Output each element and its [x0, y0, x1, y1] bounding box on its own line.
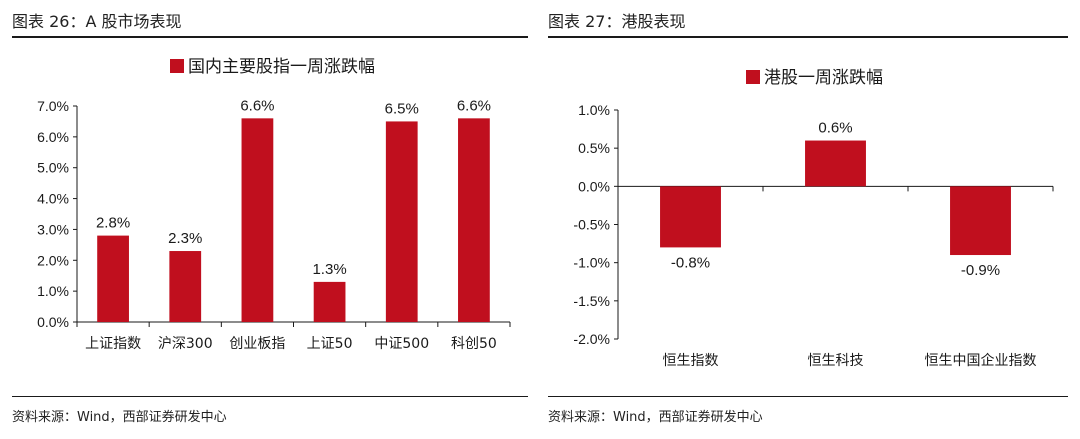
y-tick-label: -2.0%: [573, 331, 610, 347]
source-note: 资料来源：Wind，西部证券研发中心: [12, 410, 227, 425]
hk-stock-bar-chart: 港股一周涨跌幅 1.0% 0.5% 0.0% -0.5% -1.0% -1.5% -2.0% -…: [573, 68, 1054, 369]
bar: [660, 186, 721, 248]
category-label: 中证500: [374, 336, 429, 352]
y-tick-label: -1.0%: [573, 255, 610, 271]
y-tick-label: 0.0%: [37, 314, 69, 330]
y-tick-label: 5.0%: [37, 160, 69, 176]
y-tick-label: 6.0%: [37, 129, 69, 145]
figure-title-hk-stock: 图表 27：港股表现: [548, 12, 686, 31]
y-tick-label: 4.0%: [37, 191, 69, 207]
legend-label: 港股一周涨跌幅: [764, 68, 883, 88]
category-label: 恒生指数: [663, 353, 719, 369]
data-label: 6.6%: [457, 97, 491, 114]
data-label: 2.8%: [96, 215, 130, 232]
category-label: 创业板指: [229, 336, 285, 352]
bar: [97, 235, 129, 322]
legend-label: 国内主要股指一周涨跌幅: [188, 57, 375, 77]
data-label: -0.8%: [671, 254, 710, 271]
y-tick-label: 3.0%: [37, 221, 69, 237]
bottom-rule: [548, 396, 1068, 397]
bar: [241, 118, 274, 322]
y-tick-label: 2.0%: [37, 252, 69, 268]
category-label: 上证50: [307, 336, 353, 352]
bar: [458, 118, 490, 322]
category-label: 科创50: [451, 336, 497, 352]
hk-stock-panel: 图表 27：港股表现 港股一周涨跌幅 1.0% 0.5% 0.0% -0.5% -1.0%…: [548, 0, 1068, 439]
bar: [805, 140, 866, 187]
y-tick-label: 0.5%: [578, 140, 610, 156]
y-tick-label: 1.0%: [578, 102, 610, 118]
y-tick-label: 7.0%: [37, 98, 69, 114]
top-rule: [548, 36, 1068, 38]
a-share-panel: 图表 26：A 股市场表现 国内主要股指一周涨跌幅 7.0% 6.0% 5.0% 4.0…: [12, 0, 528, 439]
category-label: 恒生科技: [808, 353, 864, 369]
source-note: 资料来源：Wind，西部证券研发中心: [548, 410, 763, 425]
data-label: 6.5%: [385, 100, 419, 117]
y-tick-label: 1.0%: [37, 283, 69, 299]
y-tick-label: -0.5%: [573, 217, 610, 233]
data-label: 0.6%: [818, 120, 852, 137]
data-label: 6.6%: [240, 97, 274, 114]
y-tick-label: 0.0%: [578, 178, 610, 194]
bottom-rule: [12, 396, 528, 397]
data-label: -0.9%: [961, 262, 1000, 279]
legend-swatch: [170, 59, 184, 73]
figure-title-a-share: 图表 26：A 股市场表现: [12, 12, 182, 31]
category-label: 恒生中国企业指数: [925, 352, 1037, 369]
bar: [169, 251, 202, 322]
a-share-bar-chart: 国内主要股指一周涨跌幅 7.0% 6.0% 5.0% 4.0% 3.0% 2.0% 1.0% 0…: [37, 57, 511, 352]
top-rule: [12, 36, 528, 38]
data-label: 2.3%: [168, 230, 202, 247]
bar: [313, 281, 346, 322]
legend-swatch: [746, 70, 760, 84]
category-label: 上证指数: [85, 336, 141, 352]
category-label: 沪深300: [158, 336, 213, 352]
bar: [385, 121, 418, 322]
bar: [950, 186, 1011, 256]
y-tick-label: -1.5%: [573, 293, 610, 309]
data-label: 1.3%: [312, 261, 346, 278]
